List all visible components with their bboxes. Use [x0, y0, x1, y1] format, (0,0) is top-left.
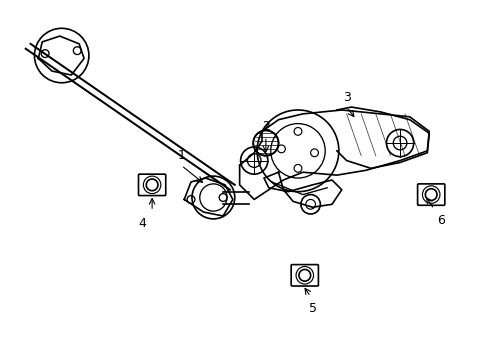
Text: 1: 1 — [177, 149, 185, 162]
Text: 6: 6 — [436, 214, 444, 228]
Text: 2: 2 — [262, 120, 269, 133]
Text: 5: 5 — [308, 302, 316, 315]
Text: 4: 4 — [138, 217, 146, 230]
Text: 3: 3 — [342, 91, 350, 104]
